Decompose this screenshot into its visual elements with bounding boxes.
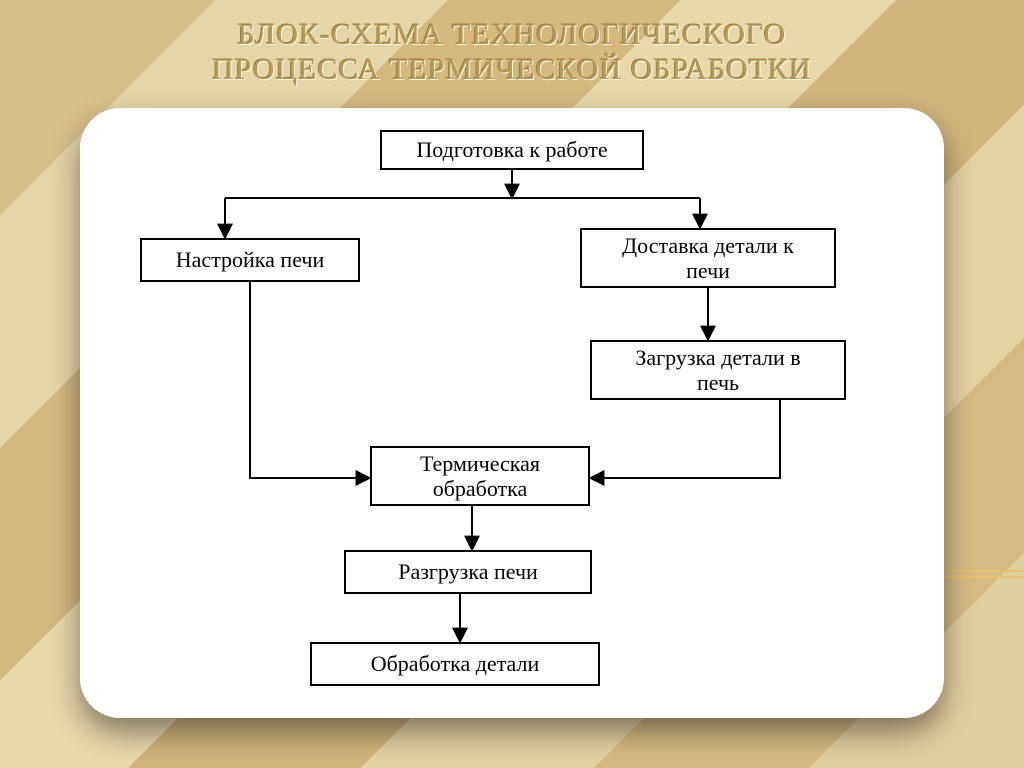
node-prep-label: Подготовка к работе (416, 137, 607, 162)
diagram-card: Подготовка к работе Настройка печи Доста… (80, 108, 944, 718)
node-setup: Настройка печи (140, 238, 360, 282)
node-prep: Подготовка к работе (380, 130, 644, 170)
node-load-label: Загрузка детали впечь (635, 345, 800, 396)
node-unload-label: Разгрузка печи (398, 559, 538, 584)
node-process-label: Обработка детали (371, 651, 540, 676)
node-unload: Разгрузка печи (344, 550, 592, 594)
slide: БЛОК-СХЕМА ТЕХНОЛОГИЧЕСКОГО ПРОЦЕССА ТЕР… (0, 0, 1024, 768)
flowchart: Подготовка к работе Настройка печи Доста… (80, 108, 944, 718)
node-load: Загрузка детали впечь (590, 340, 846, 400)
node-setup-label: Настройка печи (176, 247, 325, 272)
title-line-2: ПРОЦЕССА ТЕРМИЧЕСКОЙ ОБРАБОТКИ (212, 53, 812, 86)
node-thermal-label: Термическаяобработка (420, 451, 540, 502)
title-line-1: БЛОК-СХЕМА ТЕХНОЛОГИЧЕСКОГО (238, 18, 787, 51)
node-process: Обработка детали (310, 642, 600, 686)
node-deliver-label: Доставка детали кпечи (622, 233, 794, 284)
node-thermal: Термическаяобработка (370, 446, 590, 506)
slide-title: БЛОК-СХЕМА ТЕХНОЛОГИЧЕСКОГО ПРОЦЕССА ТЕР… (0, 18, 1024, 87)
flowchart-edges (80, 108, 944, 718)
node-deliver: Доставка детали кпечи (580, 228, 836, 288)
